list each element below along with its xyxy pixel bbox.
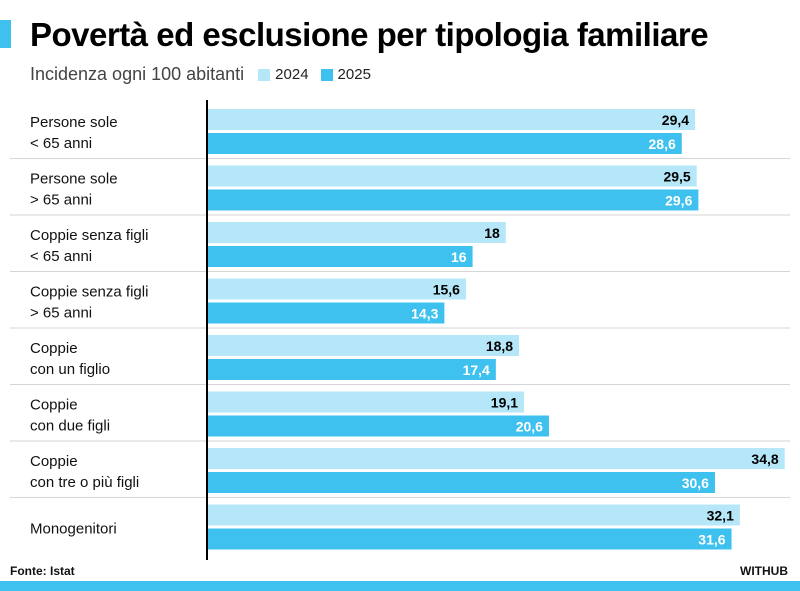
bar-chart: Persone sole < 65 anni 29,4 28,6 Persone sol… [10, 100, 790, 560]
source-note: Fonte: Istat [10, 564, 75, 578]
bar-2024 [207, 504, 740, 526]
data-label-2025: 29,6 [665, 193, 692, 209]
legend-item-2024: 2024 [258, 66, 309, 83]
bar-2025 [207, 472, 715, 493]
legend: 2024 2025 [258, 66, 383, 83]
legend-item-2025: 2025 [320, 66, 371, 83]
data-label-2024: 34,8 [751, 451, 778, 467]
category-label: < 65 anni [30, 135, 92, 152]
brand-logo: WITHUB [740, 564, 788, 578]
data-label-2024: 32,1 [707, 508, 734, 524]
bar-2024 [207, 335, 520, 356]
data-label-2024: 15,6 [433, 282, 460, 298]
category-label: Coppie [30, 340, 78, 357]
legend-label-2024: 2024 [275, 66, 309, 83]
data-label-2024: 18,8 [486, 338, 513, 354]
bar-2025 [207, 359, 496, 380]
data-label-2025: 31,6 [698, 532, 725, 548]
bar-2024 [207, 448, 785, 469]
legend-label-2025: 2025 [337, 66, 371, 83]
data-label-2025: 17,4 [463, 362, 490, 378]
data-label-2024: 18 [484, 225, 500, 241]
data-label-2025: 28,6 [649, 136, 676, 152]
bar-2025 [207, 189, 699, 211]
subtitle-row: Incidenza ogni 100 abitanti 2024 2025 [30, 64, 383, 85]
data-label-2025: 30,6 [682, 475, 709, 491]
category-label: Monogenitori [30, 521, 117, 538]
bar-2024 [207, 222, 506, 243]
bar-2024 [207, 391, 525, 413]
data-label-2025: 16 [451, 249, 467, 265]
data-label-2024: 19,1 [491, 395, 518, 411]
category-label: < 65 anni [30, 248, 92, 265]
bar-2025 [207, 528, 732, 550]
data-label-2025: 20,6 [516, 419, 543, 435]
category-label: Persone sole [30, 114, 118, 131]
bar-2025 [207, 133, 682, 154]
bar-2024 [207, 109, 696, 130]
legend-swatch-2025 [320, 68, 333, 81]
category-label: con un figlio [30, 361, 110, 378]
accent-bar [0, 20, 11, 48]
data-label-2024: 29,5 [663, 169, 690, 185]
bar-2025 [207, 302, 445, 324]
category-label: Coppie senza figli [30, 284, 148, 301]
category-label: con tre o più figli [30, 474, 139, 491]
category-label: Coppie [30, 453, 78, 470]
bar-2025 [207, 415, 549, 437]
category-label: Persone sole [30, 171, 118, 188]
bar-2025 [207, 246, 473, 267]
chart-subtitle: Incidenza ogni 100 abitanti [30, 64, 245, 84]
category-label: Coppie senza figli [30, 227, 148, 244]
category-label: con due figli [30, 418, 110, 435]
legend-swatch-2024 [258, 68, 271, 81]
category-label: > 65 anni [30, 305, 92, 322]
category-label: Coppie [30, 397, 78, 414]
bottom-bar [0, 581, 800, 591]
bar-2024 [207, 278, 466, 300]
data-label-2024: 29,4 [662, 112, 689, 128]
category-label: > 65 anni [30, 192, 92, 209]
bar-2024 [207, 165, 697, 187]
data-label-2025: 14,3 [411, 306, 438, 322]
chart-title: Povertà ed esclusione per tipologia fami… [30, 16, 709, 53]
